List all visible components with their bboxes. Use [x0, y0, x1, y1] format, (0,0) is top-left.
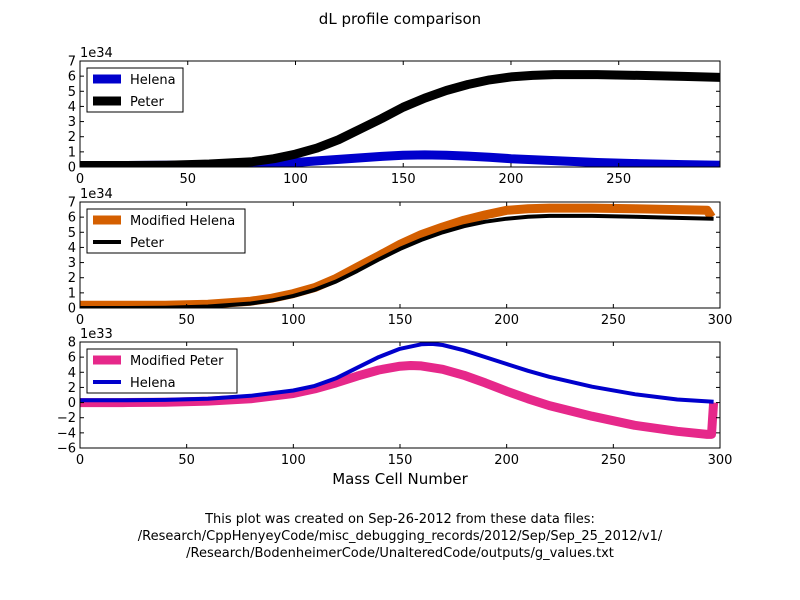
x-tick-label: 200: [499, 172, 524, 187]
x-tick-label: 100: [283, 172, 308, 187]
legend: Modified Helena Peter: [86, 208, 246, 254]
y-tick-label: 6: [68, 70, 76, 85]
legend-label: Helena: [130, 376, 176, 391]
y-tick-label: 2: [68, 271, 76, 286]
figure-title: dL profile comparison: [319, 10, 481, 28]
x-tick-label: 50: [179, 172, 196, 187]
y-tick-label: 1: [68, 145, 76, 160]
series-line-helena: [80, 342, 714, 404]
y-tick-label: 3: [68, 115, 76, 130]
y-tick-label: 7: [68, 55, 76, 70]
x-tick-label: 200: [494, 313, 519, 328]
y-tick-label: 0: [68, 161, 76, 176]
y-tick-label: 3: [68, 256, 76, 271]
x-tick-label: 300: [708, 453, 733, 468]
x-tick-label: 300: [708, 313, 733, 328]
x-tick-label: 150: [388, 313, 413, 328]
x-tick-label: 250: [601, 453, 626, 468]
x-tick-label: 100: [281, 313, 306, 328]
axes-frame: [79, 60, 721, 168]
x-tick-label: 100: [281, 453, 306, 468]
y-tick-label: 6: [68, 211, 76, 226]
y-tick-label: 6: [68, 351, 76, 366]
y-tick-label: 8: [68, 336, 76, 351]
legend-label: Modified Helena: [130, 214, 235, 229]
y-tick-label: 5: [68, 85, 76, 100]
y-tick-label: −2: [57, 411, 76, 426]
y-tick-label: 2: [68, 130, 76, 145]
legend-label: Modified Peter: [130, 354, 224, 369]
y-tick-label: 4: [68, 100, 76, 115]
y-tick-label: 1: [68, 286, 76, 301]
x-tick-label: 250: [606, 172, 631, 187]
x-tick-label: 250: [601, 313, 626, 328]
x-tick-label: 200: [494, 453, 519, 468]
x-tick-label: 0: [76, 313, 84, 328]
y-tick-label: −4: [57, 426, 76, 441]
y-tick-label: 0: [68, 396, 76, 411]
x-axis-label: Mass Cell Number: [332, 470, 468, 488]
footnote-line-2: /Research/CppHenyeyCode/misc_debugging_r…: [138, 529, 663, 544]
y-axis-multiplier: 1e34: [80, 46, 113, 61]
series-line-peter: [80, 213, 714, 308]
footnote-line-1: This plot was created on Sep-26-2012 fro…: [204, 512, 595, 527]
x-tick-label: 150: [388, 453, 413, 468]
legend-label: Peter: [130, 95, 164, 110]
y-tick-label: −6: [57, 442, 76, 457]
y-tick-label: 4: [68, 241, 76, 256]
series-line-modified-peter: [80, 361, 719, 439]
legend-label: Peter: [130, 236, 164, 251]
legend: Helena Peter: [86, 67, 184, 113]
x-tick-label: 50: [178, 453, 195, 468]
y-tick-label: 5: [68, 226, 76, 241]
x-tick-label: 0: [76, 453, 84, 468]
x-tick-label: 0: [76, 172, 84, 187]
y-tick-label: 2: [68, 381, 76, 396]
legend: Modified Peter Helena: [86, 348, 238, 394]
series-line-modified-helena: [80, 203, 716, 308]
y-tick-label: 4: [68, 366, 76, 381]
legend-label: Helena: [130, 73, 176, 88]
x-tick-label: 150: [391, 172, 416, 187]
y-axis-multiplier: 1e34: [80, 187, 113, 202]
x-tick-label: 50: [178, 313, 195, 328]
y-tick-label: 0: [68, 302, 76, 317]
bottom-subplot: 0 50 100 150 200 250 300−6−4−2024681e33Modifie…: [57, 327, 733, 468]
footnote-line-3: /Research/BodenheimerCode/UnalteredCode/…: [186, 546, 614, 561]
y-tick-label: 7: [68, 196, 76, 211]
series-line-peter: [80, 70, 720, 167]
y-axis-multiplier: 1e33: [80, 327, 113, 342]
